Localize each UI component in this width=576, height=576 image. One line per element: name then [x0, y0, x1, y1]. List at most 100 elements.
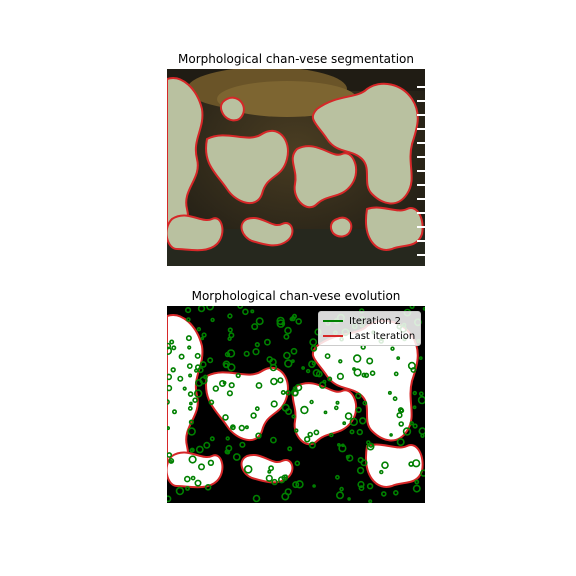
iteration-2-contour-loop: [359, 417, 367, 425]
iteration-2-contour-loop: [366, 483, 374, 490]
iteration-2-contour-loop: [291, 359, 295, 364]
iteration-2-contour-loop: [323, 410, 328, 415]
iteration-2-contour-loop: [270, 377, 278, 386]
iteration-2-contour-loop: [203, 374, 208, 380]
iteration-2-contour-loop: [187, 427, 196, 436]
iteration-2-contour-loop: [200, 336, 205, 341]
iteration-2-contour-loop: [291, 390, 299, 397]
iteration-2-contour-loop: [183, 475, 191, 483]
iteration-2-contour-loop: [252, 348, 260, 356]
iteration-2-contour-loop: [418, 356, 423, 361]
lichen-regions: [167, 77, 424, 252]
iteration-2-contour-loop: [284, 359, 293, 368]
iteration-2-contour-loop: [353, 354, 362, 363]
iteration-2-contour-loop: [412, 390, 418, 396]
iteration-2-contour-loop: [194, 479, 202, 487]
iteration-2-contour-loop: [222, 380, 227, 385]
evolution-mask-panel: Iteration 2 Last iteration: [167, 306, 425, 503]
iteration-2-contour-loop: [250, 309, 255, 314]
iteration-2-contour-loop: [227, 313, 233, 319]
iteration-2-contour-loop: [363, 372, 370, 379]
iteration-2-contour-loop: [284, 488, 292, 496]
iteration-2-contour-loop: [167, 452, 173, 458]
iteration-2-contour-loop: [336, 491, 345, 500]
iteration-2-contour-loop: [188, 455, 197, 464]
iteration-2-contour-loop: [224, 351, 231, 358]
iteration-2-contour: [167, 306, 425, 503]
iteration-2-contour-loop: [276, 319, 286, 328]
iteration-2-contour-loop: [201, 332, 207, 338]
iteration-2-contour-loop: [170, 367, 176, 373]
iteration-2-contour-loop: [169, 459, 173, 464]
iteration-2-contour-loop: [368, 499, 373, 503]
iteration-2-contour-loop: [186, 317, 191, 322]
iteration-2-contour-loop: [285, 390, 291, 396]
iteration-2-contour-loop: [239, 441, 246, 448]
iteration-2-contour-loop: [398, 421, 404, 427]
iteration-2-contour-loop: [228, 332, 235, 339]
iteration-2-contour-loop: [185, 486, 190, 491]
iteration-2-contour-loop: [270, 436, 277, 444]
iteration-2-contour-loop: [356, 466, 365, 475]
iteration-2-contour-loop: [338, 444, 347, 453]
iteration-2-contour-loop: [295, 318, 302, 325]
iteration-2-contour-loop: [264, 338, 271, 346]
iteration-2-contour-loop: [167, 384, 173, 392]
iteration-2-contour-loop: [283, 474, 288, 479]
iteration-2-contour-loop: [225, 444, 233, 452]
iteration-2-contour-loop: [227, 327, 233, 333]
iteration-2-contour-loop: [339, 486, 344, 492]
iteration-2-contour-loop: [312, 368, 321, 377]
iteration-2-contour-loop: [324, 353, 331, 359]
iteration-2-contour-loop: [389, 433, 393, 437]
iteration-2-contour-loop: [284, 326, 292, 335]
legend-label-last-iteration: Last iteration: [349, 330, 416, 342]
iteration-2-contour-loop: [366, 357, 374, 365]
iteration-2-contour-loop: [337, 443, 341, 447]
iteration-2-contour-loop: [255, 317, 264, 326]
iteration-2-contour-loop: [196, 327, 202, 332]
iteration-2-contour-loop: [357, 480, 365, 489]
iteration-2-contour-loop: [305, 368, 311, 374]
iteration-2-contour-loop: [243, 465, 253, 474]
iteration-2-contour-loop: [222, 414, 229, 421]
iteration-2-contour-loop: [204, 484, 212, 491]
iteration-2-contour-loop: [182, 386, 187, 391]
lichen-photo-with-contour: [167, 69, 425, 266]
iteration-2-contour-loop: [271, 478, 278, 486]
legend-item-last-iteration: Last iteration: [323, 329, 415, 343]
iteration-2-contour-loop: [358, 485, 365, 491]
legend-swatch-red: [323, 335, 343, 337]
iteration-2-contour-loop: [252, 494, 261, 503]
segmentation-image-panel: [167, 69, 425, 266]
iteration-2-contour-loop: [230, 425, 236, 431]
iteration-2-contour-loop: [360, 459, 368, 467]
iteration-2-contour-loop: [187, 391, 194, 397]
iteration-2-contour-loop: [289, 317, 294, 322]
legend-item-iteration-2: Iteration 2: [323, 314, 401, 328]
iteration-2-contour-loop: [420, 433, 425, 439]
iteration-2-contour-loop: [237, 306, 244, 309]
iteration-2-contour-loop: [335, 400, 340, 405]
iteration-2-contour-loop: [167, 373, 173, 381]
iteration-2-contour-loop: [188, 401, 193, 406]
iteration-2-contour-loop: [353, 368, 362, 377]
iteration-2-contour-loop: [396, 412, 403, 419]
iteration-2-contour-loop: [177, 375, 184, 382]
iteration-2-contour-loop: [291, 414, 296, 419]
iteration-2-contour-loop: [172, 409, 178, 415]
iteration-2-contour-loop: [255, 382, 263, 389]
iteration-2-contour-loop: [352, 367, 356, 371]
iteration-2-contour-loop: [167, 346, 173, 355]
iteration-2-contour-loop: [187, 345, 192, 350]
iteration-2-contour-loop: [208, 399, 215, 406]
iteration-2-contour-loop: [313, 429, 320, 436]
iteration-2-contour-loop: [294, 383, 303, 392]
iteration-2-contour-loop: [189, 447, 195, 453]
iteration-2-contour-loop: [311, 361, 317, 366]
segmentation-title: Morphological chan-vese segmentation: [178, 52, 414, 66]
iteration-2-contour-loop: [379, 469, 384, 475]
iteration-2-contour-loop: [267, 469, 272, 474]
iteration-2-contour-loop: [277, 377, 284, 384]
iteration-2-contour-loop: [295, 480, 304, 489]
